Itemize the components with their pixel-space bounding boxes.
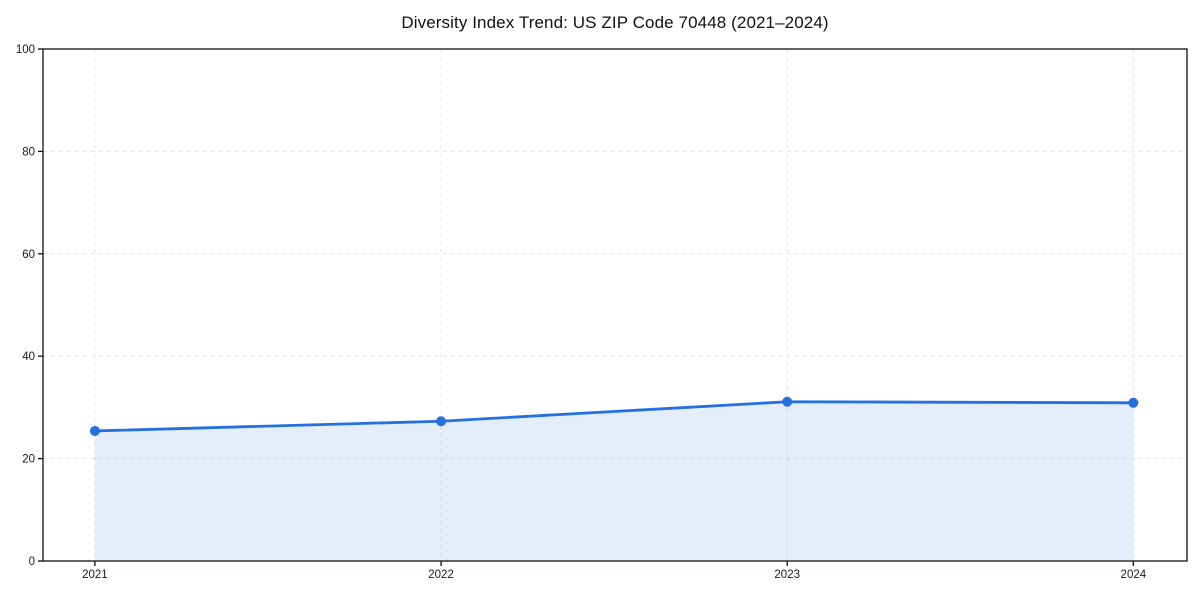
y-tick-label-80: 80: [22, 146, 35, 158]
data-point-2024: [1128, 397, 1139, 408]
data-point-2021: [89, 425, 100, 436]
data-point-2022: [436, 416, 447, 427]
x-tick-label-2023: 2023: [774, 569, 800, 581]
chart-title: Diversity Index Trend: US ZIP Code 70448…: [401, 13, 829, 32]
y-tick-label-100: 100: [16, 44, 35, 56]
trend-line-diversity-index: [93, 400, 1135, 433]
y-tick-label-40: 40: [22, 351, 35, 363]
data-point-2023: [782, 396, 793, 407]
x-tick-label-2022: 2022: [428, 569, 454, 581]
area-fill: [94, 401, 1134, 561]
plot-frame: [42, 48, 1188, 562]
x-tick-label-2021: 2021: [82, 569, 108, 581]
y-tick-label-0: 0: [29, 556, 35, 568]
y-tick-label-20: 20: [22, 454, 35, 466]
y-tick-label-60: 60: [22, 249, 35, 261]
x-tick-label-2024: 2024: [1121, 569, 1147, 581]
